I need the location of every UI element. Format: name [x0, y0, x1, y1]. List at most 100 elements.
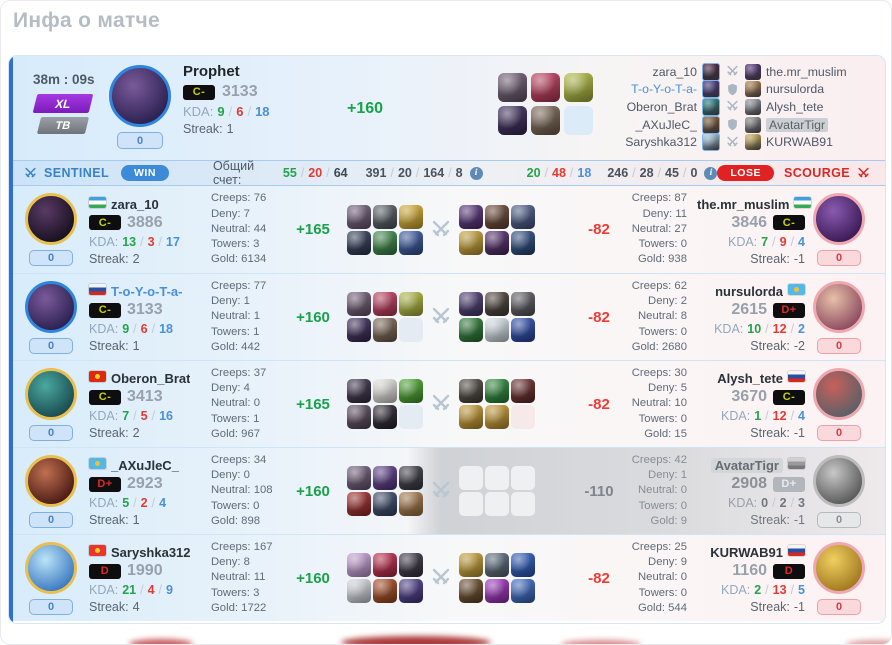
- hero-mini-icon[interactable]: [702, 62, 720, 81]
- item-slot[interactable]: [373, 466, 397, 490]
- item-slot[interactable]: [511, 230, 535, 255]
- player-name[interactable]: nursulorda: [766, 82, 825, 97]
- item-slot[interactable]: [373, 318, 397, 342]
- hero-portrait[interactable]: [25, 280, 77, 333]
- item-slot[interactable]: [373, 379, 397, 403]
- player-name[interactable]: AvatarTigr: [710, 458, 783, 473]
- item-slot[interactable]: [459, 405, 483, 429]
- item-slot[interactable]: [531, 73, 560, 102]
- item-slot[interactable]: [564, 73, 593, 102]
- header-matchup-row: _AXuJleC_ AvatarTigr: [605, 115, 864, 134]
- hero-portrait[interactable]: [25, 454, 77, 507]
- item-slot[interactable]: [399, 230, 423, 255]
- item-slot[interactable]: [347, 318, 371, 342]
- item-slot[interactable]: [459, 379, 483, 403]
- item-slot[interactable]: [498, 73, 527, 102]
- player-name[interactable]: _AXuJleC_: [635, 117, 697, 132]
- player-name[interactable]: Alysh_tete: [766, 99, 824, 114]
- item-slot[interactable]: [511, 204, 535, 229]
- item-slot[interactable]: [511, 318, 535, 342]
- item-slot[interactable]: [399, 204, 423, 229]
- item-slot[interactable]: [399, 579, 423, 603]
- item-slot[interactable]: [399, 379, 423, 403]
- item-slot[interactable]: [347, 466, 371, 490]
- item-slot[interactable]: [459, 204, 483, 229]
- hero-portrait[interactable]: [813, 280, 865, 333]
- player-name[interactable]: AvatarTigr: [766, 117, 829, 132]
- hero-mini-icon[interactable]: [702, 115, 720, 134]
- hero-portrait[interactable]: [813, 193, 865, 245]
- item-slot[interactable]: [459, 292, 483, 316]
- player-name[interactable]: Saryshka312: [625, 135, 697, 150]
- item-slot[interactable]: [459, 553, 483, 577]
- player-name[interactable]: the.mr_muslim: [697, 196, 790, 212]
- player-name[interactable]: _AXuJleC_: [111, 458, 179, 473]
- player-name[interactable]: T-o-Y-o-T-a-: [111, 284, 183, 299]
- hero-portrait[interactable]: [25, 193, 77, 245]
- item-slot[interactable]: [511, 292, 535, 316]
- player-name[interactable]: Saryshka312: [111, 545, 191, 560]
- hero-portrait[interactable]: [813, 541, 865, 594]
- item-slot[interactable]: [498, 106, 527, 135]
- hero-portrait[interactable]: [25, 541, 77, 594]
- item-slot[interactable]: [511, 579, 535, 603]
- item-slot[interactable]: [485, 204, 509, 229]
- player-name[interactable]: T-o-Y-o-T-a-: [631, 82, 697, 97]
- item-slot[interactable]: [373, 579, 397, 603]
- item-slot[interactable]: [399, 553, 423, 577]
- item-slot[interactable]: [347, 204, 371, 229]
- hero-mini-icon[interactable]: [745, 98, 761, 115]
- item-slot[interactable]: [347, 492, 371, 516]
- hero-portrait[interactable]: [813, 454, 865, 507]
- item-slot[interactable]: [459, 230, 483, 255]
- item-slot[interactable]: [511, 553, 535, 577]
- hero-portrait[interactable]: [109, 65, 171, 127]
- item-slot[interactable]: [373, 204, 397, 229]
- item-slot[interactable]: [373, 292, 397, 316]
- hero-mini-icon[interactable]: [745, 116, 761, 133]
- player-name[interactable]: Oberon_Brat: [111, 371, 191, 386]
- item-slot[interactable]: [485, 405, 509, 429]
- item-slot[interactable]: [347, 553, 371, 577]
- player-name[interactable]: KURWAB91: [766, 135, 833, 150]
- player-name[interactable]: the.mr_muslim: [766, 64, 847, 79]
- item-slot[interactable]: [485, 292, 509, 316]
- item-slot[interactable]: [485, 553, 509, 577]
- item-slot[interactable]: [485, 318, 509, 342]
- item-slot[interactable]: [347, 579, 371, 603]
- hero-portrait[interactable]: [813, 367, 865, 420]
- player-name[interactable]: nursulorda: [715, 284, 783, 299]
- hero-mini-icon[interactable]: [702, 97, 720, 116]
- item-slot[interactable]: [347, 230, 371, 255]
- item-slot[interactable]: [347, 405, 371, 429]
- item-slot[interactable]: [373, 405, 397, 429]
- item-slot[interactable]: [531, 106, 560, 135]
- item-slot[interactable]: [347, 292, 371, 316]
- player-name[interactable]: zara_10: [111, 196, 159, 212]
- hero-mini-icon[interactable]: [745, 63, 761, 80]
- info-icon[interactable]: i: [704, 166, 718, 180]
- player-name[interactable]: Oberon_Brat: [626, 99, 697, 114]
- item-slot[interactable]: [399, 492, 423, 516]
- info-icon[interactable]: i: [469, 166, 483, 180]
- item-slot[interactable]: [373, 230, 397, 255]
- hero-mini-icon[interactable]: [745, 81, 761, 98]
- item-slot[interactable]: [399, 292, 423, 316]
- hero-mini-icon[interactable]: [702, 80, 720, 99]
- hero-mini-icon[interactable]: [745, 134, 761, 151]
- hero-mini-icon[interactable]: [702, 133, 720, 152]
- item-slot[interactable]: [459, 579, 483, 603]
- item-slot[interactable]: [459, 318, 483, 342]
- item-slot[interactable]: [485, 379, 509, 403]
- item-slot[interactable]: [399, 466, 423, 490]
- item-slot[interactable]: [347, 379, 371, 403]
- player-name[interactable]: KURWAB91: [710, 545, 783, 560]
- player-name[interactable]: Alysh_tete: [717, 371, 783, 386]
- item-slot[interactable]: [485, 579, 509, 603]
- player-name[interactable]: zara_10: [652, 64, 697, 79]
- item-slot[interactable]: [511, 379, 535, 403]
- hero-portrait[interactable]: [25, 367, 77, 420]
- item-slot[interactable]: [485, 230, 509, 255]
- item-slot[interactable]: [373, 553, 397, 577]
- item-slot[interactable]: [373, 492, 397, 516]
